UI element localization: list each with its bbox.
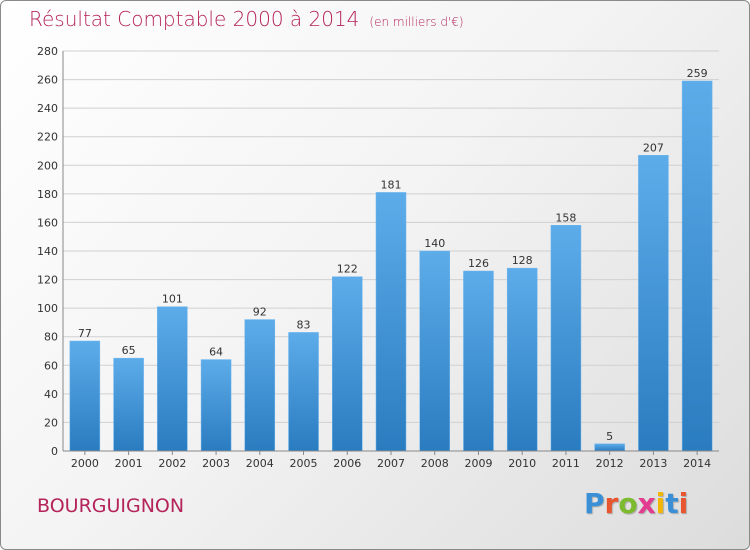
y-tick-label: 40	[44, 388, 58, 401]
bar	[550, 225, 582, 452]
bar-value-label: 77	[78, 327, 92, 340]
location-name: BOURGUIGNON	[37, 495, 185, 517]
bar	[681, 80, 713, 452]
bar	[200, 359, 232, 452]
brand-letter: i	[655, 487, 666, 520]
chart-title-text: Résultat Comptable 2000 à 2014	[29, 7, 360, 31]
x-tick-label: 2007	[377, 457, 405, 470]
bar	[157, 306, 188, 452]
x-tick-label: 2004	[246, 457, 274, 470]
x-tick-label: 2012	[596, 457, 624, 470]
brand-logo: Proxiti	[584, 487, 688, 520]
bar-value-label: 5	[606, 430, 613, 443]
chart-unit: (en milliers d'€)	[369, 15, 464, 29]
y-tick-label: 20	[44, 416, 58, 429]
y-tick-label: 120	[37, 274, 58, 287]
bar-value-label: 92	[253, 306, 267, 319]
y-tick-label: 280	[37, 45, 58, 58]
y-tick-label: 60	[44, 359, 58, 372]
x-tick-label: 2006	[333, 457, 361, 470]
bar	[375, 192, 407, 452]
bar-value-label: 140	[424, 237, 445, 250]
bar-value-label: 101	[162, 293, 183, 306]
bar	[332, 276, 363, 452]
bar-value-label: 126	[468, 257, 489, 270]
x-tick-label: 2011	[552, 457, 580, 470]
brand-letter: r	[604, 487, 619, 520]
bar	[113, 357, 144, 452]
bar	[506, 267, 538, 452]
axes: 0 20 40 60 80 100 120 140 160 180 200 220 240 260 280 2…	[37, 45, 719, 470]
x-tick-label: 2003	[202, 457, 230, 470]
y-tick-label: 220	[37, 131, 58, 144]
x-tick-label: 2008	[421, 457, 449, 470]
chart-title: Résultat Comptable 2000 à 2014 (en millie…	[29, 7, 464, 31]
bar-value-label: 259	[687, 67, 708, 80]
bar	[244, 319, 276, 452]
bar	[594, 443, 625, 452]
brand-letter: o	[618, 487, 638, 520]
x-tick-label: 2010	[508, 457, 536, 470]
y-tick-label: 260	[37, 74, 58, 87]
bar	[463, 270, 494, 452]
x-tick-label: 2000	[71, 457, 99, 470]
brand-letter: x	[637, 487, 656, 520]
bar-value-label: 83	[297, 318, 311, 331]
bar-value-label: 128	[512, 254, 533, 267]
y-tick-label: 200	[37, 159, 58, 172]
x-tick-label: 2013	[639, 457, 667, 470]
y-tick-label: 140	[37, 245, 58, 258]
x-tick-label: 2009	[464, 457, 492, 470]
y-tick-label: 0	[51, 445, 58, 458]
y-tick-label: 80	[44, 331, 58, 344]
bars: 77 65 101 64 92 83 122 181 140 126 128 158 5 207 259	[69, 67, 713, 452]
bar-value-label: 65	[122, 344, 136, 357]
x-tick-label: 2005	[290, 457, 318, 470]
bar-value-label: 122	[337, 263, 358, 276]
y-tick-label: 160	[37, 216, 58, 229]
bar-value-label: 64	[209, 346, 223, 359]
y-tick-label: 240	[37, 102, 58, 115]
bar	[638, 155, 669, 452]
x-tick-label: 2001	[115, 457, 143, 470]
brand-letter: t	[665, 487, 679, 520]
x-tick-label: 2002	[158, 457, 186, 470]
x-tick-label: 2014	[683, 457, 711, 470]
bar	[419, 250, 450, 452]
bar-value-label: 207	[643, 141, 664, 154]
brand-letter: P	[584, 487, 605, 520]
bar	[69, 340, 101, 452]
y-tick-label: 100	[37, 302, 58, 315]
y-tick-label: 180	[37, 188, 58, 201]
bar	[288, 332, 319, 452]
bar-value-label: 181	[381, 178, 402, 191]
brand-letter: i	[678, 487, 689, 520]
bar-value-label: 158	[555, 211, 576, 224]
